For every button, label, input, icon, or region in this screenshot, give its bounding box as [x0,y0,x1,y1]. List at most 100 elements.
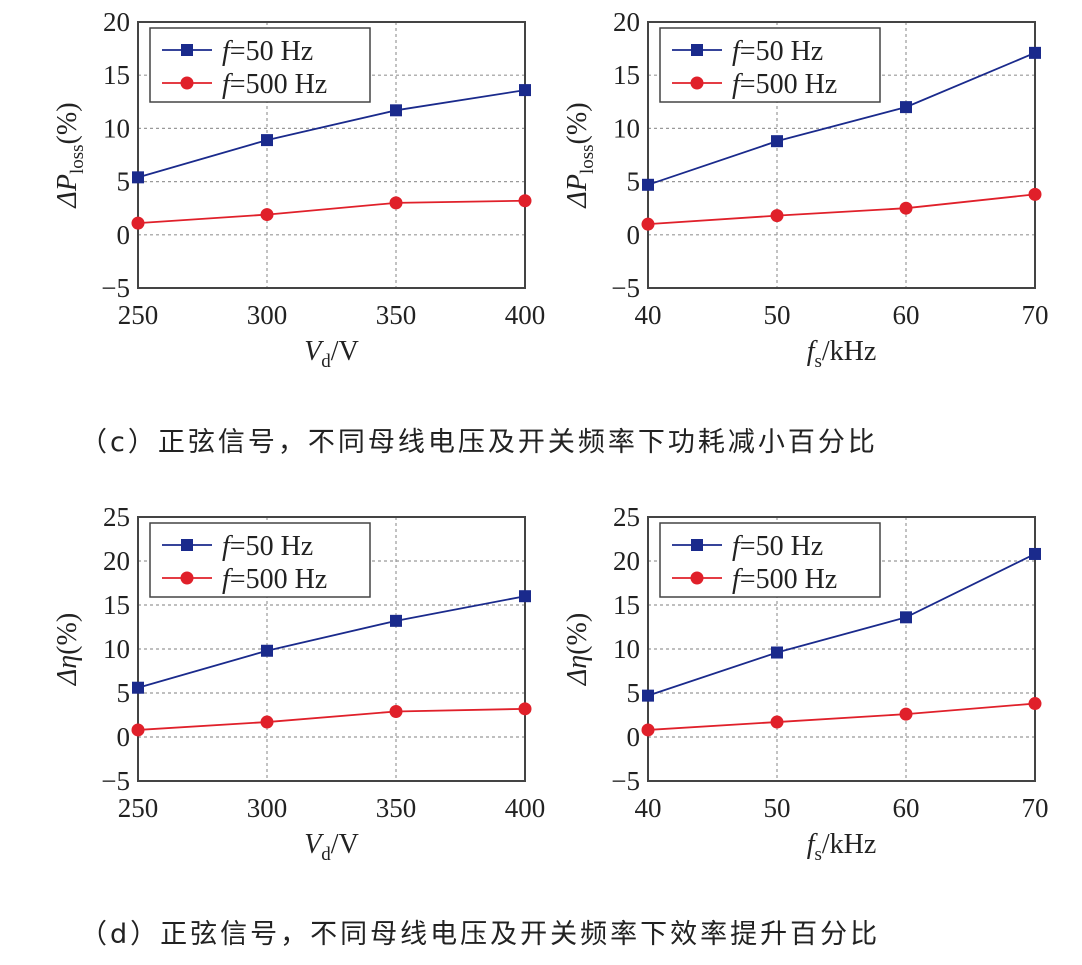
data-point-50hz [642,178,654,191]
data-point-500hz [1028,697,1042,711]
y-tick-label: 15 [103,590,130,620]
x-tick-label: 350 [376,300,417,330]
legend: f=50 Hzf=500 Hz [659,522,881,598]
data-point-50hz [1029,547,1041,560]
data-point-50hz [390,614,402,627]
series-line-500hz [137,199,526,224]
y-tick-label: 0 [627,722,641,752]
y-axis-label: ΔPloss(%) [562,102,598,208]
y-tick-label: 15 [613,60,640,90]
data-point-500hz [260,208,274,222]
legend-label: f=500 Hz [222,69,327,100]
data-point-500hz [899,707,913,721]
y-axis-label: Δη(%) [562,613,593,686]
data-point-50hz [519,590,531,603]
y-tick-label: 20 [613,7,640,37]
x-tick-label: 250 [118,793,159,823]
y-tick-label: −5 [611,273,640,303]
data-point-500hz [641,217,655,231]
y-tick-label: 0 [117,220,131,250]
legend-square-marker [181,539,193,551]
legend-label: f=50 Hz [732,531,823,562]
x-tick-label: 40 [635,300,662,330]
x-axis-label: fs/kHz [807,829,877,865]
series-line-50hz [137,595,526,689]
data-point-50hz [900,611,912,624]
data-point-50hz [519,84,531,97]
legend-label: f=50 Hz [732,36,823,67]
data-point-500hz [770,209,784,223]
data-point-500hz [518,194,532,208]
x-tick-label: 300 [247,793,288,823]
x-tick-label: 350 [376,793,417,823]
data-point-50hz [642,689,654,702]
series-line-500hz [137,707,526,731]
y-tick-label: 10 [613,113,640,143]
x-tick-label: 70 [1022,793,1049,823]
x-tick-label: 300 [247,300,288,330]
x-tick-label: 250 [118,300,159,330]
plot-frame [137,516,526,782]
x-tick-label: 400 [505,300,546,330]
y-tick-label: 5 [627,678,641,708]
y-tick-label: 15 [613,590,640,620]
data-point-500hz [770,715,784,729]
legend-box [659,522,881,598]
legend-label: f=50 Hz [222,531,313,562]
x-axis-label: Vd/V [304,336,359,372]
plot-frame [647,516,1036,782]
y-tick-label: −5 [101,766,130,796]
data-point-50hz [132,171,144,184]
chart-d-left: −5 0 5 10 15 20 25 250 300 350 400 f=50 Hzf=500 Hz V… [52,502,545,865]
data-point-50hz [900,101,912,114]
y-tick-label: 25 [613,502,640,532]
y-tick-label: 25 [103,502,130,532]
y-axis-label: ΔPloss(%) [52,102,88,208]
chart-c-right: −5 0 5 10 15 20 40 50 60 70 f=50 Hzf=500 Hz fs/kHz Δ… [562,7,1049,372]
legend-box [659,27,881,103]
series-line-50hz [137,89,526,179]
chart-d-right: −5 0 5 10 15 20 25 40 50 60 70 f=50 Hzf=500 Hz fs/kH… [562,502,1049,865]
legend: f=50 Hzf=500 Hz [149,27,371,103]
legend-square-marker [691,44,703,56]
legend-box [149,522,371,598]
x-tick-label: 400 [505,793,546,823]
series-line-50hz [647,52,1036,186]
data-point-50hz [1029,46,1041,59]
data-point-500hz [641,723,655,737]
y-tick-label: 15 [103,60,130,90]
y-tick-label: 20 [103,7,130,37]
legend-label: f=500 Hz [222,564,327,595]
legend: f=50 Hzf=500 Hz [149,522,371,598]
legend-square-marker [691,539,703,551]
y-tick-label: 5 [117,167,131,197]
x-axis-label: fs/kHz [807,336,877,372]
data-point-500hz [131,216,145,230]
data-point-50hz [261,644,273,657]
series-line-500hz [647,193,1036,226]
legend-circle-marker [690,571,704,585]
legend-square-marker [181,44,193,56]
x-tick-label: 60 [893,300,920,330]
y-tick-label: 5 [117,678,131,708]
legend-circle-marker [180,571,194,585]
plot-frame [647,21,1036,289]
data-point-50hz [390,104,402,117]
x-tick-label: 40 [635,793,662,823]
legend-label: f=50 Hz [222,36,313,67]
y-tick-label: 0 [117,722,131,752]
data-point-50hz [771,135,783,148]
x-tick-label: 50 [764,793,791,823]
y-tick-label: −5 [101,273,130,303]
plot-frame [137,21,526,289]
legend-label: f=500 Hz [732,69,837,100]
data-point-500hz [518,702,532,716]
legend-circle-marker [690,76,704,90]
caption-c: （c）正弦信号，不同母线电压及开关频率下功耗减小百分比 [80,427,878,458]
legend-box [149,27,371,103]
legend: f=50 Hzf=500 Hz [659,27,881,103]
y-tick-label: 10 [103,113,130,143]
data-point-500hz [1028,187,1042,201]
data-point-500hz [389,196,403,210]
